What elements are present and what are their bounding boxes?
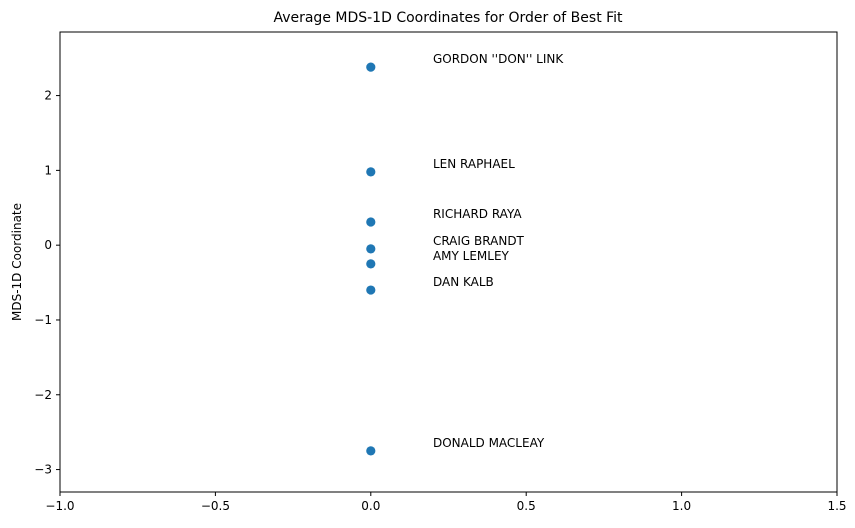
y-tick-label: −3 — [34, 463, 52, 477]
data-point — [366, 62, 376, 72]
point-labels: GORDON ''DON'' LINK LEN RAPHAEL RICHARD RA… — [433, 52, 564, 450]
data-point — [366, 285, 376, 295]
data-point — [366, 167, 376, 177]
chart-title: Average MDS-1D Coordinates for Order of … — [273, 10, 623, 26]
y-tick-label: 0 — [44, 238, 52, 252]
x-tick-label: 0.0 — [361, 499, 380, 513]
point-label: CRAIG BRANDT — [433, 234, 525, 248]
y-tick-label: 2 — [44, 89, 52, 103]
x-tick-label: 1.0 — [672, 499, 691, 513]
point-label: GORDON ''DON'' LINK — [433, 52, 564, 66]
y-tick-label: 1 — [44, 163, 52, 177]
data-point — [366, 244, 376, 254]
point-label: AMY LEMLEY — [433, 249, 510, 263]
y-tick-label: −1 — [34, 313, 52, 327]
x-axis-ticks: −1.0 −0.5 0.0 0.5 1.0 1.5 — [45, 492, 847, 513]
point-label: LEN RAPHAEL — [433, 157, 515, 171]
plot-area-frame — [59, 31, 838, 493]
data-points — [366, 62, 376, 456]
point-label: DONALD MACLEAY — [433, 436, 545, 450]
x-tick-label: 0.5 — [517, 499, 536, 513]
data-point — [366, 259, 376, 269]
data-point — [366, 446, 376, 456]
y-tick-label: −2 — [34, 388, 52, 402]
y-axis-label: MDS-1D Coordinate — [10, 203, 24, 321]
x-tick-label: −0.5 — [201, 499, 230, 513]
point-label: DAN KALB — [433, 275, 494, 289]
point-label: RICHARD RAYA — [433, 207, 522, 221]
x-tick-label: 1.5 — [827, 499, 846, 513]
data-point — [366, 217, 376, 227]
y-axis-ticks: −3 −2 −1 0 1 2 — [34, 89, 60, 477]
x-tick-label: −1.0 — [45, 499, 74, 513]
